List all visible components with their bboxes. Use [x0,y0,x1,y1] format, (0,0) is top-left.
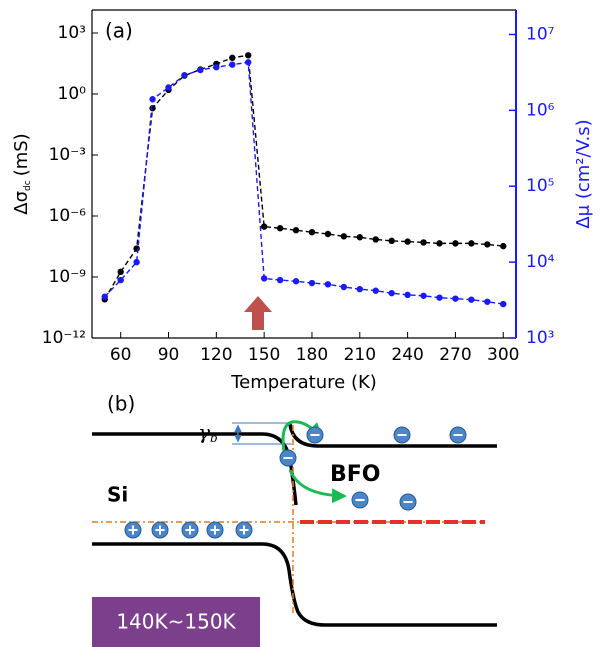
x-tick-label: 210 [344,345,376,365]
data-point [484,241,491,248]
data-point [420,292,427,299]
data-point [404,291,411,299]
data-point [500,300,507,308]
data-point [484,298,491,305]
data-point [245,59,252,66]
x-tick-label: 270 [439,345,471,365]
data-point [308,279,316,287]
data-point [117,268,124,276]
y-tick-label: 10⁻³ [49,145,86,165]
data-point [340,233,348,240]
y-label-unit: (mS) [11,133,32,176]
data-point [468,240,475,247]
series-line [104,54,504,300]
data-point [388,237,395,245]
data-point [260,275,268,282]
x-tick-label: 240 [391,345,423,365]
data-point [340,283,348,291]
y-tick-label: 10⁻¹² [42,328,86,348]
data-point [260,223,268,230]
panel-label: (b) [107,392,135,416]
data-point [181,72,188,79]
y-tick-label: 10⁻⁹ [49,267,87,287]
data-point [500,242,507,250]
barrier-subscript: b [210,431,218,445]
data-point [292,227,300,234]
data-point [133,245,140,252]
charges [124,426,467,539]
data-point [165,84,172,91]
y-label-subscript: dc [23,180,33,191]
y2-tick-label: 10⁵ [526,176,554,196]
data-point [276,276,284,284]
y-tick-label: 10⁻⁶ [49,206,87,226]
y2-tick-label: 10⁴ [526,252,555,272]
injection-arrow [288,469,347,504]
x-tick-label: 90 [158,345,180,365]
data-point [213,64,220,71]
x-tick-label: 150 [248,345,280,365]
x-tick-label: 120 [200,345,232,365]
data-point [436,294,443,301]
band-diagram: (b) γb Si BFO 140K~150K [92,392,497,647]
data-point [324,230,332,238]
y-tick-label: 10³ [58,23,86,43]
y2-tick-label: 10³ [526,328,554,348]
bfo-label: BFO [330,462,381,487]
x-tick-label: 60 [110,345,132,365]
chart: (a) Temperature (K) Δσdc (mS) Δμ (cm²/V.s… [11,9,594,393]
barrier-label: γb [198,420,218,445]
data-point [197,66,204,74]
si-label: Si [107,483,128,507]
y2-tick-label: 10⁷ [526,24,555,44]
data-point [324,281,332,288]
y2-axis-label: Δμ (cm²/V.s) [573,119,594,228]
transition-arrow [244,296,272,330]
data-point [276,225,284,232]
data-point [133,258,140,266]
panel-label: (a) [105,19,133,43]
data-point [420,239,427,246]
x-axis-label: Temperature (K) [230,372,377,393]
data-point [149,96,156,103]
series-line [104,61,504,305]
data-point [292,278,300,285]
data-point [245,52,252,59]
data-point [404,238,411,245]
data-point [372,287,379,294]
temperature-label: 140K~150K [116,610,236,634]
data-point [436,240,443,247]
data-point [452,295,459,302]
data-point [229,54,236,62]
x-tick-label: 300 [487,345,519,365]
data-point [101,293,108,300]
data-point [308,228,316,236]
x-tick-label: 180 [296,345,328,365]
data-point [356,285,363,293]
data-point [372,236,379,243]
y2-tick-label: 10⁶ [526,100,555,120]
data-point [117,276,124,284]
y-tick-label: 10⁰ [58,84,87,104]
barrier-symbol: γ [198,420,210,444]
data-point [388,289,395,297]
temperature-box [92,597,260,647]
y-axis-label: Δσdc (mS) [11,133,33,214]
data-point [468,296,475,303]
data-point [229,61,236,68]
data-point [452,240,459,247]
data-point [356,234,363,241]
bfo-conduction-band [288,423,497,448]
y-label-symbol: Δσ [11,191,32,215]
